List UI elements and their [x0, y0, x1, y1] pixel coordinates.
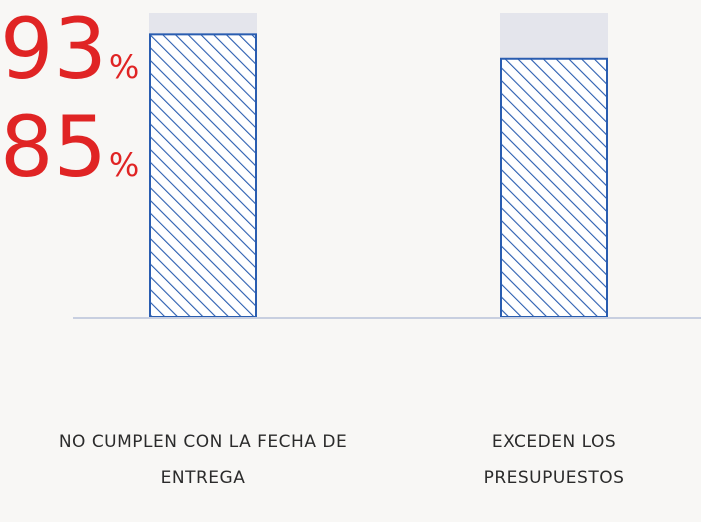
value-label: 93%	[0, 0, 701, 98]
category-label: EXCEDEN LOS PRESUPUESTOS	[483, 432, 625, 488]
value-unit: %	[108, 48, 140, 86]
value-number: 93	[0, 0, 107, 98]
value-unit: %	[108, 146, 140, 184]
bar	[149, 33, 257, 318]
value-label: 85%	[0, 98, 701, 196]
value-number: 85	[0, 98, 107, 196]
bar	[500, 57, 608, 318]
category-label: NO CUMPLEN CON LA FECHA DE ENTREGA	[58, 432, 348, 488]
